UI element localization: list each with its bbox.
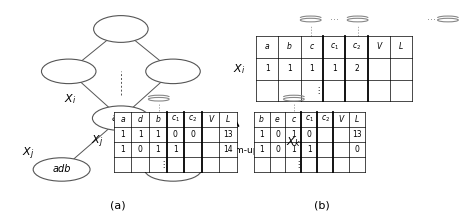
Text: 1: 1 — [287, 64, 292, 73]
Text: 0: 0 — [355, 145, 359, 154]
Bar — [254, 112, 365, 172]
Text: 14: 14 — [223, 145, 233, 154]
Ellipse shape — [41, 59, 96, 84]
Text: 1: 1 — [291, 145, 296, 154]
Text: $X_k$: $X_k$ — [286, 135, 301, 149]
Text: 0: 0 — [138, 145, 143, 154]
Ellipse shape — [33, 158, 90, 181]
Ellipse shape — [146, 59, 200, 84]
Text: 13: 13 — [352, 130, 362, 138]
Text: ...: ... — [427, 12, 436, 22]
Text: 1: 1 — [173, 145, 178, 154]
Text: 1: 1 — [307, 145, 312, 154]
Text: 0: 0 — [173, 130, 178, 138]
Text: $c_2$: $c_2$ — [352, 41, 361, 52]
Text: 1: 1 — [155, 145, 160, 154]
Text: 1: 1 — [120, 145, 125, 154]
Text: a: a — [265, 42, 269, 51]
Text: V: V — [208, 115, 213, 124]
Text: $X_i$: $X_i$ — [64, 92, 76, 106]
Text: ⋮: ⋮ — [159, 160, 167, 169]
Text: 1: 1 — [291, 130, 296, 138]
Text: 2: 2 — [354, 64, 359, 73]
Text: $c_1$: $c_1$ — [305, 114, 314, 124]
Bar — [256, 36, 412, 101]
Text: L: L — [226, 115, 230, 124]
Bar — [114, 112, 237, 172]
Text: a: a — [120, 115, 125, 124]
Text: L: L — [355, 115, 359, 124]
Text: $X_i$: $X_i$ — [233, 62, 246, 76]
Text: $X_j$: $X_j$ — [22, 146, 35, 162]
Ellipse shape — [145, 158, 201, 181]
Text: c: c — [291, 115, 295, 124]
Text: e: e — [275, 115, 280, 124]
Text: 0: 0 — [307, 130, 312, 138]
Text: (b): (b) — [314, 201, 330, 211]
Text: ...: ... — [330, 12, 338, 22]
Text: b: b — [287, 42, 292, 51]
Text: 0: 0 — [275, 145, 280, 154]
Text: 0: 0 — [275, 130, 280, 138]
Text: 1: 1 — [120, 130, 125, 138]
Text: $c_1$: $c_1$ — [329, 41, 339, 52]
Text: 1: 1 — [332, 64, 337, 73]
Text: d: d — [138, 115, 143, 124]
Text: ⋮: ⋮ — [314, 86, 323, 95]
Text: 1: 1 — [155, 130, 160, 138]
Text: V: V — [376, 42, 382, 51]
Text: V: V — [338, 115, 344, 124]
Text: 1: 1 — [310, 64, 314, 73]
Text: ⋮: ⋮ — [294, 160, 302, 169]
Text: $c_1$: $c_1$ — [171, 114, 180, 124]
Text: 13: 13 — [223, 130, 233, 138]
Text: c: c — [310, 42, 314, 51]
Text: $c_2$: $c_2$ — [189, 114, 198, 124]
Ellipse shape — [92, 106, 149, 130]
Text: $X_k$: $X_k$ — [195, 147, 210, 161]
Text: 1: 1 — [259, 130, 264, 138]
Text: 1: 1 — [259, 145, 264, 154]
Ellipse shape — [94, 16, 148, 42]
Text: abc: abc — [112, 113, 130, 123]
Text: 1: 1 — [265, 64, 270, 73]
Text: L: L — [399, 42, 403, 51]
Text: adb: adb — [52, 165, 71, 174]
Text: $X_j$: $X_j$ — [91, 133, 103, 150]
Text: $c_2$: $c_2$ — [320, 114, 330, 124]
Text: b: b — [155, 115, 160, 124]
Text: bottom-up: bottom-up — [211, 146, 258, 155]
Text: bec: bec — [164, 165, 182, 174]
Text: 0: 0 — [191, 130, 195, 138]
Text: b: b — [259, 115, 264, 124]
Text: 1: 1 — [138, 130, 143, 138]
Text: (a): (a) — [110, 201, 125, 211]
